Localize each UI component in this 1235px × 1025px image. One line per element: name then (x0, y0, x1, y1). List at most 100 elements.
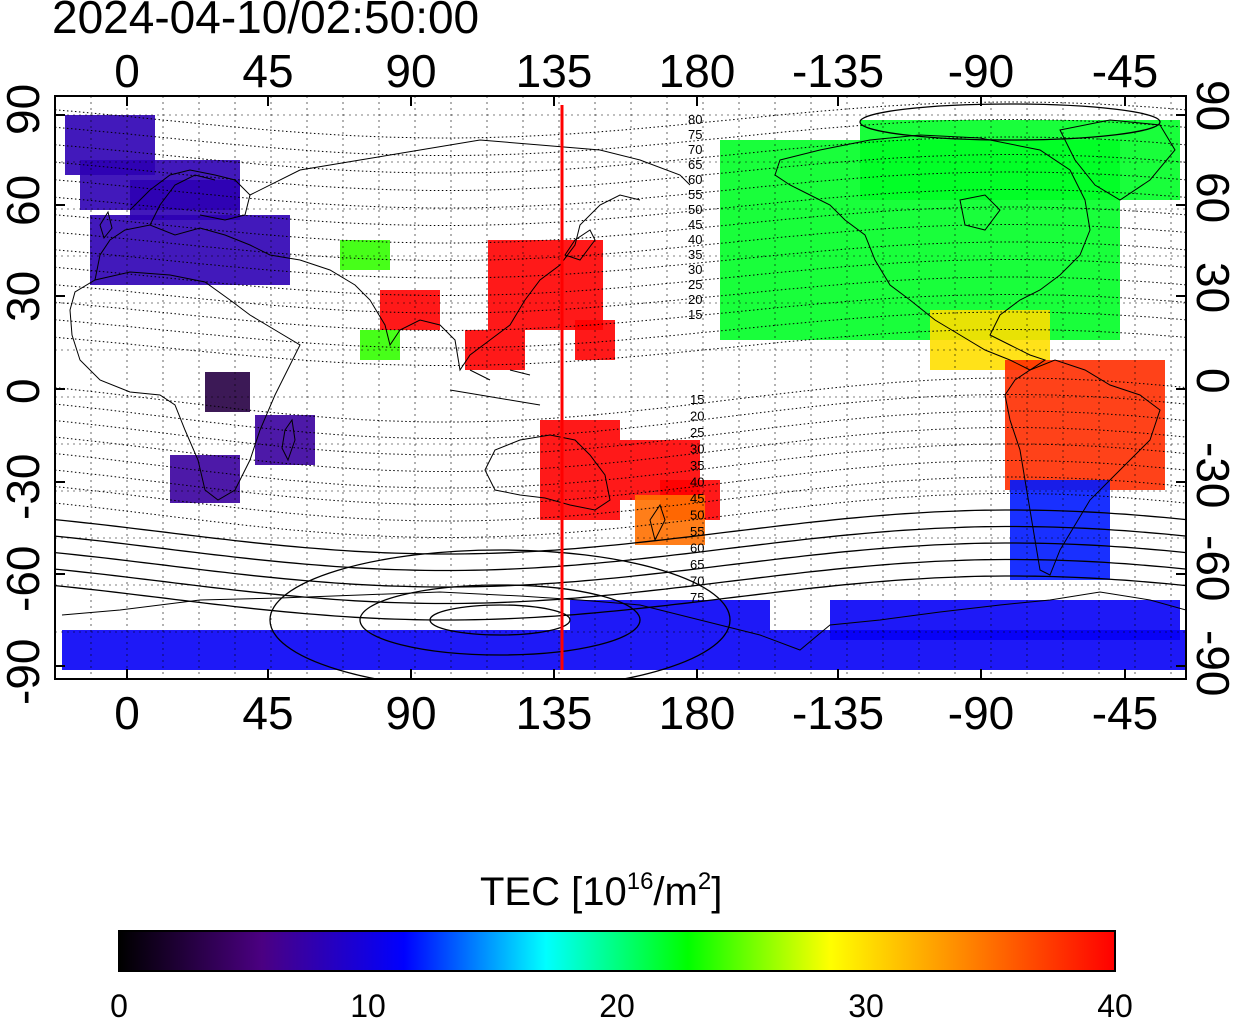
contour-label: 70 (690, 574, 704, 589)
contour-ellipse (269, 549, 731, 679)
coastlines (61, 119, 1186, 651)
contour-label: 70 (688, 142, 702, 157)
contour-label: 20 (690, 409, 704, 424)
coastline-new-zealand (649, 503, 666, 542)
contour-label: 30 (688, 262, 702, 277)
tec-patch (255, 415, 315, 465)
contour-label: 75 (690, 590, 704, 605)
contour-label: 80 (688, 112, 702, 127)
contour-line (55, 329, 1186, 366)
coastline-indonesia (449, 369, 541, 406)
contour-line (55, 525, 1186, 572)
tec-patch (205, 372, 250, 412)
lon-tick-bottom: 180 (658, 687, 736, 739)
contour-line (55, 224, 1186, 261)
timestamp-title: 2024-04-10/02:50:00 (52, 0, 480, 43)
colorbar-title-unit: /m (653, 870, 698, 914)
contour-label: 60 (690, 541, 704, 556)
tec-patch (1005, 360, 1165, 490)
coastline-antarctica (61, 591, 1186, 651)
lon-tick-bottom: -45 (1091, 687, 1159, 739)
coastline-greenland (1059, 119, 1176, 201)
colorbar-tick-label: 40 (1097, 988, 1133, 1024)
contour-label: 50 (688, 202, 702, 217)
magnetic-contours (55, 101, 1186, 679)
coastline-uk (99, 210, 113, 240)
lon-tick-top: 0 (114, 45, 140, 97)
tec-patch (170, 455, 240, 503)
colorbar-title-suffix: ] (711, 870, 723, 914)
contour-line (55, 311, 1186, 349)
tec-colorbar (118, 930, 1116, 972)
lon-tick-top: 180 (658, 45, 736, 97)
contour-line (55, 136, 1186, 174)
colorbar-title-exponent: 16 (626, 868, 654, 895)
contour-ellipse (859, 103, 1161, 141)
contour-label: 35 (688, 247, 702, 262)
contour-label: 75 (688, 127, 702, 142)
tec-patch (380, 290, 440, 330)
colorbar-tick-label: 10 (350, 988, 386, 1024)
contour-labels: 8075706560555045403530252015152025303540… (688, 112, 704, 605)
coastline-europe (94, 169, 301, 281)
contour-label: 20 (688, 292, 702, 307)
tec-patch (360, 330, 400, 360)
contour-line (55, 259, 1186, 296)
tec-patch (340, 240, 390, 270)
lon-tick-bottom: -90 (947, 687, 1015, 739)
contour-label: 25 (690, 425, 704, 440)
lon-tick-top: 135 (515, 45, 593, 97)
contour-line (55, 101, 1186, 139)
lon-tick-top: -135 (791, 45, 885, 97)
contour-ellipse (429, 604, 571, 636)
colorbar-tick-label: 20 (599, 988, 635, 1024)
lon-tick-bottom: 90 (385, 687, 437, 739)
coastline-madagascar (281, 418, 296, 462)
coastline-japan (564, 229, 596, 261)
lon-tick-bottom: -135 (791, 687, 885, 739)
tec-patch (575, 320, 615, 360)
contour-label: 35 (690, 458, 704, 473)
contour-label: 50 (690, 508, 704, 523)
coastline-north-america (774, 134, 1091, 371)
coastline-australia (484, 434, 611, 511)
lon-tick-top: 45 (242, 45, 294, 97)
contour-line (55, 558, 1186, 605)
coastline-south-america (1004, 359, 1161, 576)
contour-label: 40 (688, 232, 702, 247)
tec-patch (830, 600, 1180, 640)
contour-label: 25 (688, 277, 702, 292)
contour-label: 65 (690, 557, 704, 572)
coastline-scandinavia (149, 174, 216, 226)
colorbar-title-unit-exponent: 2 (697, 868, 712, 895)
colorbar-title-prefix: TEC [10 (480, 870, 627, 914)
contour-line (55, 509, 1186, 555)
contour-ellipse (359, 584, 641, 656)
coastline-africa (69, 271, 301, 501)
contour-line (55, 542, 1186, 588)
colorbar-title: TEC [1016/m2] (480, 868, 722, 915)
colorbar-tick-label: 30 (848, 988, 884, 1024)
coastline-hudson (959, 194, 1001, 231)
contour-line (55, 241, 1186, 279)
contour-line (55, 119, 1186, 156)
colorbar-tick-label: 0 (110, 988, 128, 1024)
map-frame (54, 95, 1187, 680)
coastline-asia (249, 139, 691, 372)
contour-label: 40 (690, 475, 704, 490)
graticule-grid (55, 96, 1186, 679)
tec-patch (540, 420, 620, 520)
lon-tick-bottom: 0 (114, 687, 140, 739)
tec-patch (130, 180, 240, 220)
contour-line (55, 575, 1186, 621)
contour-label: 60 (688, 172, 702, 187)
lon-tick-top: -90 (947, 45, 1015, 97)
tec-world-map: 8075706560555045403530252015152025303540… (54, 95, 1187, 680)
contour-label: 45 (688, 217, 702, 232)
contour-line (55, 154, 1186, 191)
lon-tick-top: 90 (385, 45, 437, 97)
contour-label: 55 (690, 524, 704, 539)
contour-label: 55 (688, 187, 702, 202)
contour-line (55, 171, 1186, 209)
contour-label: 45 (690, 491, 704, 506)
